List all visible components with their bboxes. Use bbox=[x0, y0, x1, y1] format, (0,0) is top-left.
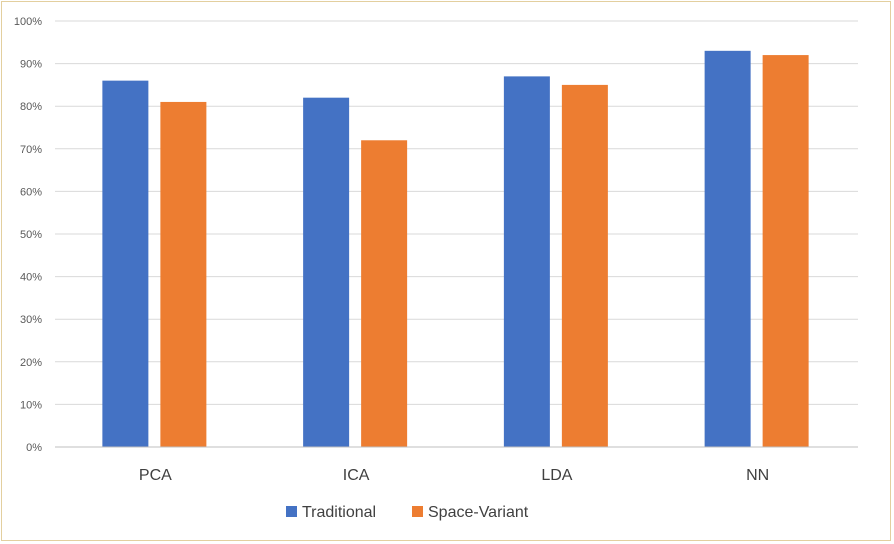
legend-label: Space-Variant bbox=[428, 504, 529, 521]
x-axis-category-labels: PCA ICA LDA NN bbox=[139, 467, 769, 484]
legend-label: Traditional bbox=[302, 504, 376, 521]
y-tick-label: 100% bbox=[14, 16, 42, 28]
bar-traditional-lda bbox=[503, 76, 550, 447]
x-category-label: ICA bbox=[343, 467, 370, 484]
y-tick-label: 10% bbox=[20, 399, 42, 411]
y-axis-tick-labels: 0% 10% 20% 30% 40% 50% 60% 70% 80% 90% 100% bbox=[14, 16, 42, 454]
bar-traditional-ica bbox=[303, 97, 350, 448]
y-tick-label: 90% bbox=[20, 59, 42, 71]
x-category-label: LDA bbox=[541, 467, 572, 484]
y-tick-label: 40% bbox=[20, 272, 42, 284]
bar-space-variant-lda bbox=[561, 84, 608, 448]
x-category-label: PCA bbox=[139, 467, 172, 484]
y-tick-label: 0% bbox=[26, 442, 42, 454]
legend: Traditional Space-Variant bbox=[286, 504, 529, 521]
y-tick-label: 30% bbox=[20, 314, 42, 326]
y-tick-label: 50% bbox=[20, 229, 42, 241]
bars bbox=[102, 50, 809, 448]
bar-traditional-pca bbox=[102, 80, 149, 447]
y-tick-label: 60% bbox=[20, 186, 42, 198]
legend-swatch bbox=[412, 506, 423, 517]
y-tick-label: 80% bbox=[20, 101, 42, 113]
bar-space-variant-nn bbox=[762, 55, 809, 448]
legend-swatch bbox=[286, 506, 297, 517]
y-tick-label: 70% bbox=[20, 144, 42, 156]
bar-traditional-nn bbox=[704, 50, 751, 447]
bar-space-variant-pca bbox=[160, 101, 207, 447]
bar-space-variant-ica bbox=[361, 140, 408, 447]
x-category-label: NN bbox=[746, 467, 769, 484]
y-tick-label: 20% bbox=[20, 357, 42, 369]
